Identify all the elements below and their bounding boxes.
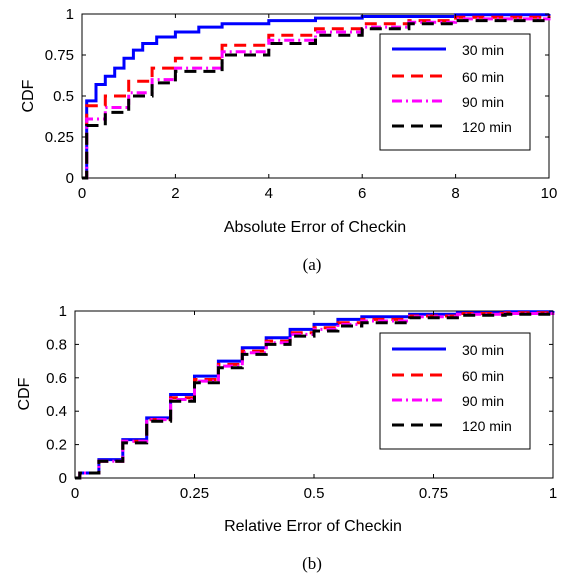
y-tick-label-b-4: 0.8 xyxy=(46,336,67,353)
y-tick-label-b-0: 0 xyxy=(59,470,67,487)
legend-entry-b-1: 60 min xyxy=(392,368,504,384)
x-axis-label-b: Relative Error of Checkin xyxy=(224,518,402,535)
x-tick-label-b-0: 0 xyxy=(71,485,79,502)
x-tick-label-a-5: 10 xyxy=(541,185,558,202)
x-tick-label-a-4: 8 xyxy=(451,185,459,202)
legend-label-a-0: 30 min xyxy=(462,42,504,58)
y-axis-label-b: CDF xyxy=(16,377,33,410)
legend-label-b-3: 120 min xyxy=(462,418,512,434)
legend-label-a-3: 120 min xyxy=(462,119,512,135)
legend-label-a-2: 90 min xyxy=(462,94,504,110)
caption-a: (a) xyxy=(303,255,322,274)
x-tick-label-a-0: 0 xyxy=(78,185,86,202)
legend-entry-b-0: 30 min xyxy=(392,342,504,358)
legend-label-a-1: 60 min xyxy=(462,69,504,85)
legend-b: 30 min 60 min 90 min 120 min xyxy=(379,332,531,450)
series-group-a xyxy=(82,13,551,180)
legend-label-b-1: 60 min xyxy=(462,368,504,384)
legend-box-b xyxy=(379,332,531,450)
series-group-b xyxy=(75,310,555,480)
y-tick-label-a-0: 0 xyxy=(66,170,74,187)
legend-box-a xyxy=(379,33,531,151)
legend-entry-b-3: 120 min xyxy=(392,418,512,434)
legend-entry-a-2: 90 min xyxy=(392,94,504,110)
legend-entry-b-2: 90 min xyxy=(392,393,504,409)
x-tick-label-b-3: 0.75 xyxy=(419,485,448,502)
series-line-a-1 xyxy=(82,15,551,180)
tick-group-a: 0 2 4 6 8 10 0 0.25 0.5 0.75 1 xyxy=(45,6,558,202)
caption-b: (b) xyxy=(302,554,322,573)
series-line-a-2 xyxy=(82,17,551,180)
chart-panel-a: 0 2 4 6 8 10 0 0.25 0.5 0.75 1 CDF Absolute Error … xyxy=(20,6,557,274)
x-tick-label-b-4: 1 xyxy=(549,485,557,502)
legend-entry-a-1: 60 min xyxy=(392,69,504,85)
y-tick-label-a-4: 1 xyxy=(66,6,74,23)
y-tick-label-a-1: 0.25 xyxy=(45,129,74,146)
legend-entry-a-0: 30 min xyxy=(392,42,504,58)
series-line-b-3 xyxy=(75,312,555,480)
legend-label-b-2: 90 min xyxy=(462,393,504,409)
y-tick-label-b-2: 0.4 xyxy=(46,403,67,420)
y-tick-label-b-3: 0.6 xyxy=(46,370,67,387)
y-tick-label-a-3: 0.75 xyxy=(45,47,74,64)
tick-group-b: 0 0.25 0.5 0.75 1 0 0.2 0.4 0.6 0.8 1 xyxy=(46,303,557,502)
x-tick-label-b-1: 0.25 xyxy=(180,485,209,502)
y-axis-label-a: CDF xyxy=(20,79,37,112)
y-tick-label-a-2: 0.5 xyxy=(53,88,74,105)
legend-entry-a-3: 120 min xyxy=(392,119,512,135)
chart-panel-b: 0 0.25 0.5 0.75 1 0 0.2 0.4 0.6 0.8 1 CDF Relative… xyxy=(16,303,557,573)
x-tick-label-a-2: 4 xyxy=(265,185,273,202)
x-tick-label-a-3: 6 xyxy=(358,185,366,202)
series-line-a-3 xyxy=(82,17,551,180)
x-axis-label-a: Absolute Error of Checkin xyxy=(224,219,406,236)
legend-label-b-0: 30 min xyxy=(462,342,504,358)
x-tick-label-b-2: 0.5 xyxy=(304,485,325,502)
y-tick-label-b-5: 1 xyxy=(59,303,67,320)
series-line-a-0 xyxy=(82,13,551,180)
x-tick-label-a-1: 2 xyxy=(171,185,179,202)
legend-a: 30 min 60 min 90 min 120 min xyxy=(379,33,531,151)
y-tick-label-b-1: 0.2 xyxy=(46,437,67,454)
